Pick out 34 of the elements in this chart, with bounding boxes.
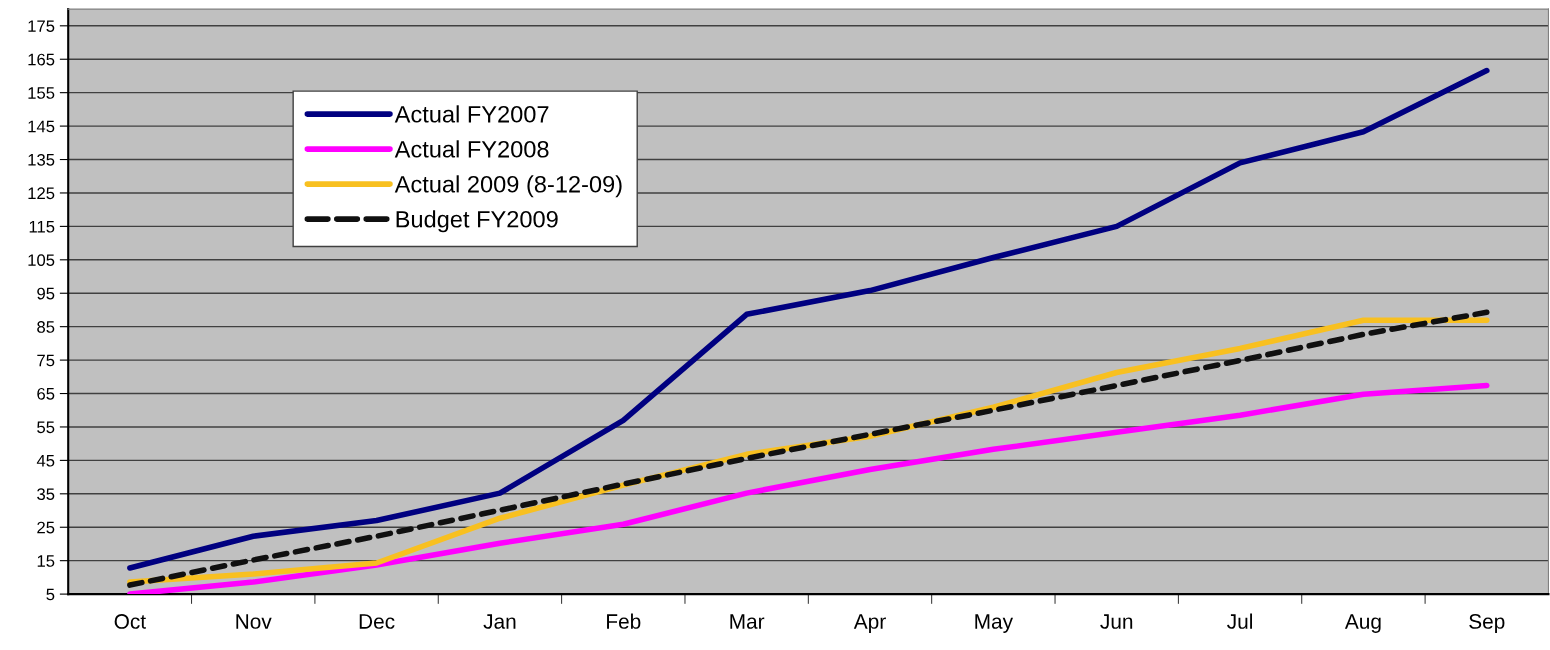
x-tick-label: Dec — [359, 614, 395, 629]
x-tick-label: Jan — [483, 614, 516, 629]
y-tick-label: 145 — [28, 120, 55, 133]
y-tick-label: 55 — [37, 421, 55, 434]
x-tick-label: Sep — [1469, 614, 1505, 633]
y-tick-label: 95 — [37, 287, 55, 300]
y-tick-label: 115 — [29, 220, 55, 233]
y-tick-label: 85 — [37, 321, 55, 333]
x-tick-label: Nov — [236, 614, 272, 629]
y-tick-label: 125 — [28, 187, 55, 200]
x-tick-label: Oct — [114, 614, 146, 629]
y-tick-label: 105 — [28, 254, 55, 267]
y-tick-label: 155 — [28, 87, 55, 99]
x-tick-label: Mar — [730, 614, 765, 629]
y-tick-label: 175 — [28, 20, 55, 33]
y-tick-label: 35 — [37, 488, 55, 501]
x-tick-label: Aug — [1344, 614, 1381, 633]
x-tick-label: Jun — [1100, 614, 1133, 629]
y-tick-label: 65 — [37, 387, 55, 400]
y-tick-label: 45 — [36, 454, 55, 467]
legend-label: Actual FY2008 — [394, 140, 549, 158]
y-tick-label: 15 — [37, 555, 55, 567]
y-tick-label: 5 — [46, 588, 55, 601]
x-tick-label: Apr — [853, 614, 886, 633]
y-tick-label: 75 — [37, 354, 55, 367]
legend-label: Actual 2009 (8-12-09) — [394, 175, 622, 198]
y-tick-label: 25 — [37, 521, 55, 534]
x-tick-label: Feb — [607, 613, 641, 629]
legend-label: Actual FY2007 — [394, 105, 549, 123]
x-tick-label: May — [975, 614, 1013, 633]
legend-label: Budget FY2009 — [396, 210, 558, 233]
y-tick-label: 135 — [28, 153, 55, 166]
x-tick-label: Jul — [1227, 613, 1252, 629]
y-tick-label: 165 — [28, 53, 55, 66]
